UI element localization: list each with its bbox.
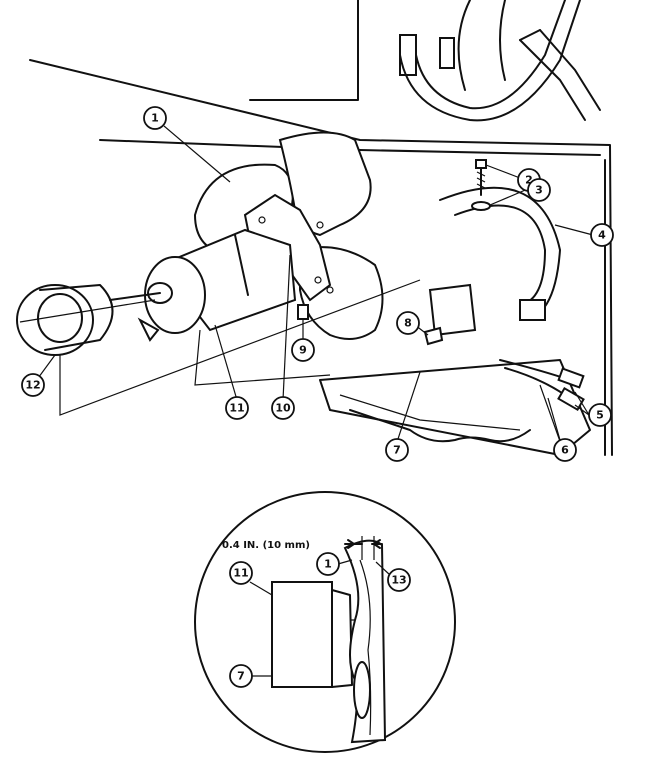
hose-assembly: [399, 0, 601, 122]
svg-text:6: 6: [561, 444, 569, 457]
assembly-guide-lines: [19, 279, 421, 416]
callout-1: 1: [143, 106, 167, 130]
svg-text:1: 1: [151, 112, 159, 125]
svg-text:11: 11: [233, 567, 248, 580]
svg-text:13: 13: [391, 574, 406, 587]
svg-text:7: 7: [393, 444, 401, 457]
callout-10: 10: [271, 396, 295, 420]
callout-3: 3: [527, 178, 551, 202]
svg-text:3: 3: [535, 184, 543, 197]
svg-text:10: 10: [275, 402, 291, 415]
callout-5: 5: [588, 403, 612, 427]
bracket: [428, 186, 561, 337]
wire-harness: [499, 359, 585, 412]
callout-9: 9: [291, 338, 315, 362]
leader-lines: [32, 125, 594, 449]
svg-text:4: 4: [598, 229, 606, 242]
svg-text:12: 12: [25, 379, 40, 392]
detail-callout-13: 13: [387, 568, 411, 592]
detail-callout-1: 1: [316, 552, 340, 576]
detail-callout-11: 11: [229, 561, 253, 585]
detail-inset: 0.4 IN. (10 mm): [194, 491, 456, 753]
ground-wire: [349, 409, 531, 443]
callout-12: 12: [21, 373, 45, 397]
svg-text:2: 2: [525, 174, 533, 187]
fan-blades: [193, 131, 384, 340]
svg-text:1: 1: [324, 558, 332, 571]
callout-11: 11: [225, 396, 249, 420]
sleeve: [16, 284, 114, 356]
svg-text:8: 8: [404, 317, 412, 330]
dimension-label: 0.4 IN. (10 mm): [222, 540, 310, 551]
washer: [471, 201, 491, 211]
svg-text:7: 7: [237, 670, 245, 683]
svg-text:5: 5: [596, 409, 604, 422]
callout-6: 6: [553, 438, 577, 462]
bolt: [475, 159, 487, 196]
detail-callout-7: 7: [229, 664, 253, 688]
housing-outline: [29, 0, 613, 456]
clip: [297, 304, 444, 346]
callout-8: 8: [396, 311, 420, 335]
svg-text:11: 11: [229, 402, 244, 415]
motor: [109, 228, 297, 342]
callout-7: 7: [385, 438, 409, 462]
callout-4: 4: [590, 223, 614, 247]
svg-text:9: 9: [299, 344, 307, 357]
